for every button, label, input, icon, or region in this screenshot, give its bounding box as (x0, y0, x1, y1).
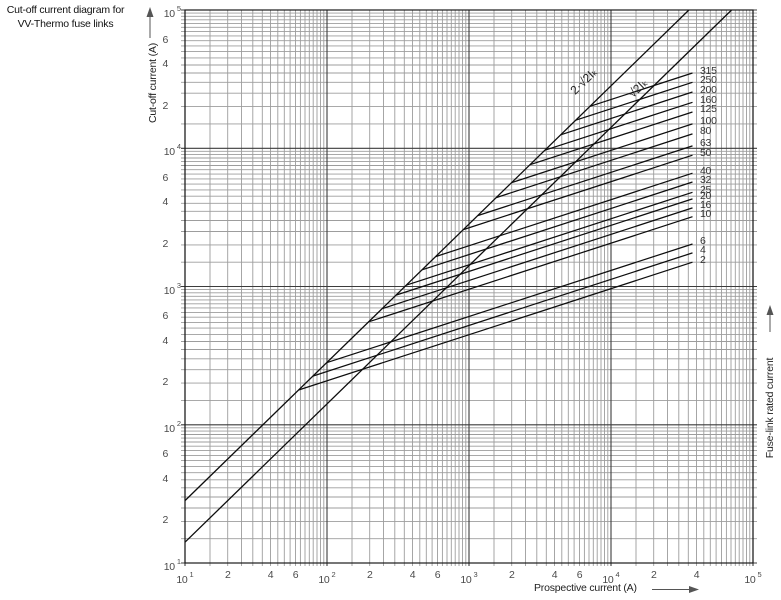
y-tick-label: 10 2 (163, 418, 181, 435)
x-tick-label: 2 (224, 569, 231, 581)
fuse-rating-label: 2 (700, 253, 706, 266)
fuse-rating-label: 4 (700, 244, 706, 257)
plot-border (184, 9, 754, 564)
reference-lines-path (184, 9, 690, 502)
x-tick-label: 4 (693, 569, 700, 581)
fuse-rating-label: 80 (700, 125, 712, 138)
x-axis-arrow-icon (689, 586, 699, 593)
x-tick-label: 4 (409, 569, 416, 581)
x-tick-label: 4 (551, 569, 558, 581)
y-tick-label: 10 4 (163, 142, 181, 159)
y-tick-label: 10 5 (163, 4, 181, 20)
x-tick-label: 2 (508, 569, 515, 581)
x-tick-label: 10 3 (460, 570, 478, 586)
fuse-rating-label: 250 (700, 73, 717, 86)
x-tick-label: 4 (267, 569, 274, 581)
y-tick-label: 10 1 (163, 557, 181, 573)
fuse-rating-label: 40 (700, 164, 712, 177)
fuse-curves-path (298, 72, 693, 391)
x-tick-label: 10 5 (744, 570, 762, 586)
y-tick-label: 2 (162, 514, 168, 527)
chart-title-line2: VV-Thermo fuse links (17, 18, 114, 31)
y-tick-label: 4 (162, 334, 168, 347)
y-axis-title: Cut-off current (A) (147, 42, 159, 124)
fuse-rating-label: 50 (700, 146, 712, 159)
reference-lines-path (184, 9, 733, 543)
y-tick-label: 4 (162, 196, 168, 209)
fuse-rating-label: 160 (700, 93, 717, 106)
x-tick-label: 2 (650, 569, 657, 581)
fuse-rating-label: 32 (700, 173, 712, 186)
y-tick-label: 4 (162, 58, 168, 70)
y-tick-label: 6 (162, 33, 168, 46)
y-tick-label: 2 (162, 99, 168, 112)
x-tick-label: 10 2 (318, 570, 336, 586)
y-tick-label: 6 (162, 310, 168, 323)
fuse-rating-label: 25 (700, 183, 712, 196)
x-axis-title: Prospective current (A) (534, 582, 637, 594)
right-axis-title: Fuse-link rated current (764, 357, 776, 459)
fuse-rating-label: 20 (700, 190, 712, 203)
fuse-rating-label: 16 (700, 199, 712, 212)
x-tick-label: 6 (576, 569, 583, 581)
fuse-rating-label: 63 (700, 137, 712, 150)
fuse-rating-label: 200 (700, 83, 717, 96)
x-tick-label: 2 (366, 569, 373, 581)
y-tick-label: 2 (162, 237, 168, 250)
y-axis-arrow-icon (146, 7, 154, 17)
x-tick-label: 10 1 (176, 570, 194, 586)
fuse-rating-label: 125 (700, 103, 717, 116)
right-axis-arrow-icon (766, 305, 774, 315)
fuse-rating-label: 100 (700, 115, 717, 128)
fuse-rating-label: 10 (700, 208, 712, 221)
axis-arrows (146, 7, 774, 593)
fuse-rating-label: 6 (700, 235, 706, 248)
x-tick-label: 6 (292, 569, 299, 581)
y-tick-label: 4 (162, 472, 168, 485)
y-tick-label: 6 (162, 448, 168, 461)
chart-title: Cut-off current diagram for VV-Thermo fu… (1, 3, 130, 31)
y-tick-label: 10 3 (163, 280, 181, 297)
x-tick-label: 10 4 (602, 570, 620, 586)
y-tick-label: 6 (162, 171, 168, 184)
reference-lines (184, 9, 733, 543)
x-tick-label: 6 (434, 569, 441, 581)
fuse-rating-label: 315 (700, 64, 717, 77)
fuse-curves (298, 72, 693, 391)
chart-title-line1: Cut-off current diagram for (6, 4, 125, 16)
y-tick-label: 2 (162, 376, 168, 389)
